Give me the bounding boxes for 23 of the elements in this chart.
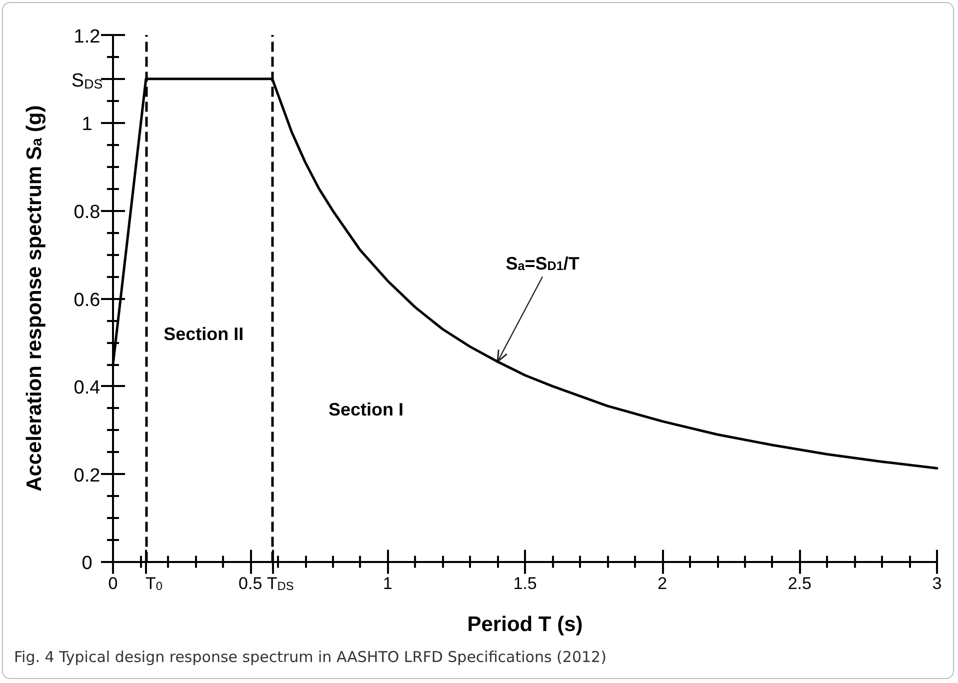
x-tick-label: 2 bbox=[658, 574, 668, 594]
x-tick-label: T0 bbox=[145, 574, 163, 594]
caption: Fig. 4 Typical design response spectrum in AASHTO LRFD Specifications (2012) bbox=[14, 648, 606, 666]
annotation: Section II bbox=[164, 324, 244, 344]
x-tick-label: TDS bbox=[266, 574, 294, 594]
x-tick-label: 2.5 bbox=[788, 574, 812, 594]
y-tick-label: 0 bbox=[82, 553, 92, 574]
x-tick-label: 0 bbox=[108, 574, 118, 594]
annotation: Sa=SD1/T bbox=[506, 254, 580, 274]
y-tick-label: 0.8 bbox=[74, 202, 100, 223]
x-tick-label: 3 bbox=[932, 574, 942, 594]
y-tick-label: 0.2 bbox=[74, 465, 100, 486]
x-tick-label: 1 bbox=[382, 574, 392, 594]
y-tick-label: 1 bbox=[82, 114, 92, 136]
y-tick-label: SDS bbox=[71, 70, 103, 92]
x-tick-label: 1.5 bbox=[513, 574, 537, 594]
y-tick-label: 0.4 bbox=[74, 378, 101, 399]
x-axis-title: Period T (s) bbox=[467, 613, 583, 636]
y-tick-label: 0.6 bbox=[74, 290, 100, 311]
annotation: Section I bbox=[328, 399, 404, 420]
y-tick-label: 1.2 bbox=[74, 26, 100, 48]
y-axis-title: Acceleration response spectrum Sa (g) bbox=[23, 105, 46, 492]
x-tick-label: 0.5 bbox=[238, 574, 262, 594]
